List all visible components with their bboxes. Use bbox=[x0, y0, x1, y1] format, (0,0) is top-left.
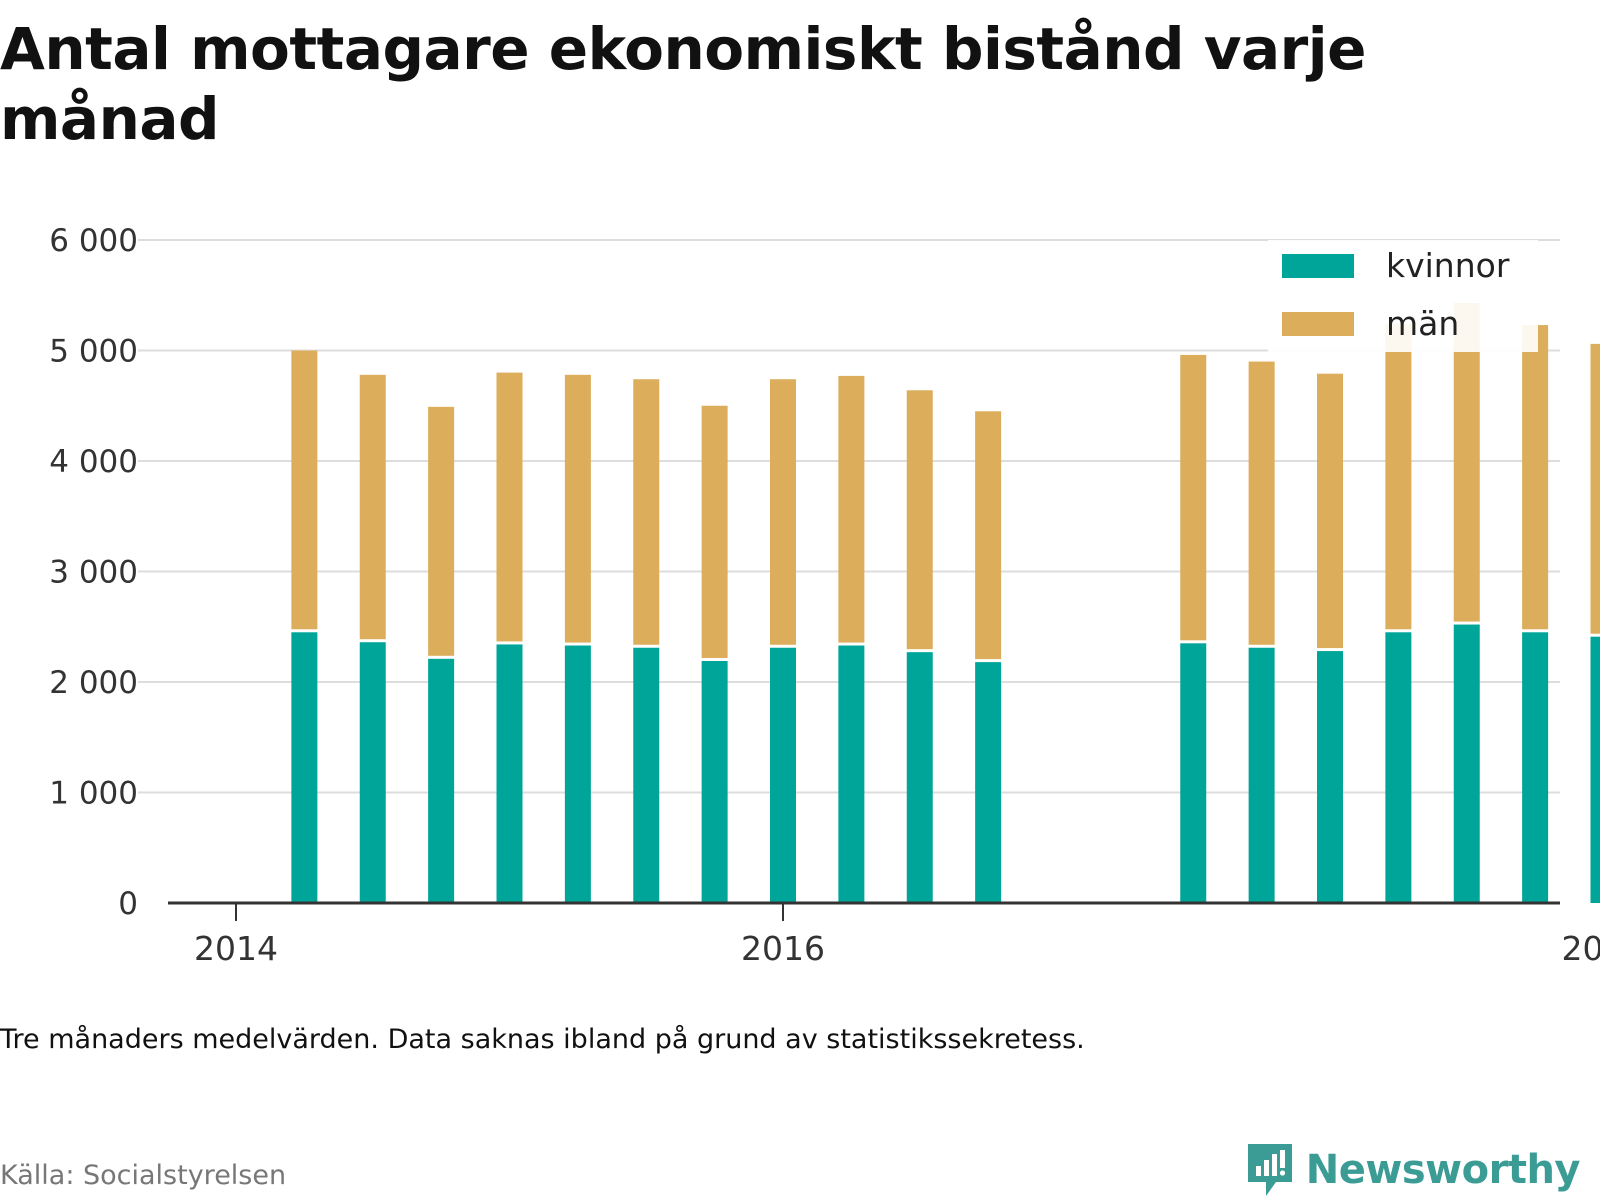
bar-segment-man bbox=[1590, 343, 1600, 634]
bar-segment-man bbox=[906, 390, 933, 650]
bar-segment-kvinnor bbox=[633, 647, 660, 903]
legend-swatch bbox=[1282, 312, 1354, 336]
bar-segment-kvinnor bbox=[291, 632, 318, 903]
x-tick-label: 2019 bbox=[1562, 929, 1600, 968]
bar-segment-man bbox=[1180, 354, 1207, 641]
source-credit: Källa: Socialstyrelsen bbox=[0, 1160, 287, 1191]
bar-segment-kvinnor bbox=[1385, 632, 1412, 903]
bar-segment-man bbox=[701, 405, 728, 659]
x-tick-label: 2016 bbox=[741, 929, 825, 968]
bar-segment-kvinnor bbox=[838, 645, 865, 903]
bar-segment-man bbox=[1453, 302, 1480, 622]
bar-segment-kvinnor bbox=[906, 652, 933, 903]
bar-segment-man bbox=[838, 375, 865, 643]
bar-segment-kvinnor bbox=[1248, 647, 1275, 903]
bar-segment-kvinnor bbox=[564, 645, 591, 903]
brand-name: Newsworthy bbox=[1305, 1147, 1581, 1193]
chart-title: Antal mottagare ekonomiskt bistånd varje… bbox=[0, 15, 1367, 153]
bar-segment-man bbox=[633, 379, 660, 645]
y-tick-label: 4 000 bbox=[49, 444, 138, 480]
legend-label: män bbox=[1386, 304, 1459, 343]
newsworthy-logo-icon bbox=[1247, 1144, 1292, 1196]
bar-segment-man bbox=[1248, 361, 1275, 645]
bars bbox=[291, 302, 1600, 903]
bar-segment-man bbox=[359, 374, 386, 640]
bar-segment-man bbox=[564, 374, 591, 643]
bar-segment-kvinnor bbox=[770, 647, 796, 903]
bar-segment-man bbox=[1522, 325, 1549, 630]
brand-logo[interactable]: Newsworthy bbox=[1244, 1140, 1581, 1200]
bar-segment-kvinnor bbox=[975, 662, 1002, 903]
y-axis-labels: 0 1 000 2 000 3 000 4 000 5 000 6 000 bbox=[49, 223, 138, 922]
x-tick-label: 2014 bbox=[194, 929, 278, 968]
bar-segment-man bbox=[770, 379, 796, 645]
chart-note: Tre månaders medelvärden. Data saknas ib… bbox=[0, 1024, 1085, 1055]
bar-segment-man bbox=[1317, 373, 1343, 649]
y-tick-label: 1 000 bbox=[49, 776, 138, 812]
legend-label: kvinnor bbox=[1386, 246, 1510, 285]
bar-segment-kvinnor bbox=[428, 658, 455, 903]
bar-segment-man bbox=[975, 411, 1002, 660]
x-axis: 20142016201920212023 bbox=[168, 901, 1600, 968]
chart: 0 1 000 2 000 3 000 4 000 5 000 6 000 2014 2016… bbox=[49, 223, 1600, 968]
bar-segment-kvinnor bbox=[359, 642, 386, 903]
bar-segment-kvinnor bbox=[1453, 624, 1480, 903]
y-tick-label: 0 bbox=[118, 886, 138, 922]
bar-segment-man bbox=[1385, 323, 1412, 630]
legend: kvinnor män bbox=[1268, 240, 1538, 352]
y-tick-label: 2 000 bbox=[49, 665, 138, 701]
y-tick-label: 3 000 bbox=[49, 555, 138, 591]
y-tick-label: 6 000 bbox=[49, 223, 138, 259]
bar-segment-man bbox=[291, 350, 318, 630]
legend-swatch bbox=[1282, 254, 1354, 278]
bar-segment-man bbox=[496, 372, 523, 642]
bar-segment-kvinnor bbox=[1590, 636, 1600, 903]
bar-segment-kvinnor bbox=[701, 661, 728, 903]
bar-segment-kvinnor bbox=[496, 644, 523, 903]
bar-segment-kvinnor bbox=[1180, 643, 1207, 903]
bar-segment-kvinnor bbox=[1317, 651, 1343, 903]
bar-segment-kvinnor bbox=[1522, 632, 1549, 903]
bar-segment-man bbox=[428, 406, 455, 656]
y-tick-label: 5 000 bbox=[49, 334, 138, 370]
